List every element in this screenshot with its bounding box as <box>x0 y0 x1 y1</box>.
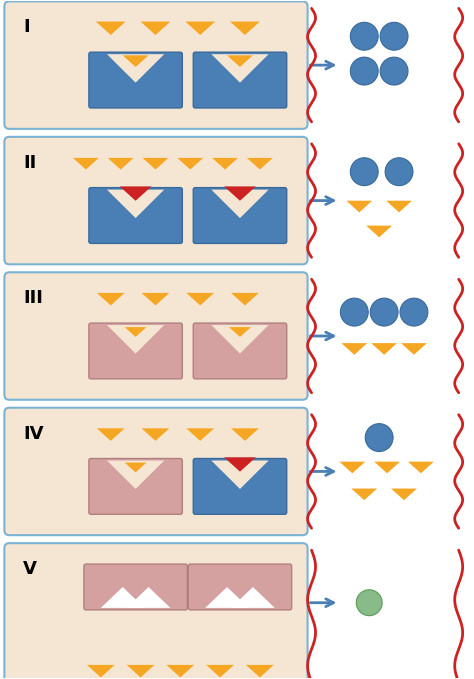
Polygon shape <box>141 22 170 35</box>
Circle shape <box>400 298 428 326</box>
Polygon shape <box>341 343 367 355</box>
FancyBboxPatch shape <box>89 458 182 514</box>
FancyBboxPatch shape <box>4 407 308 535</box>
Polygon shape <box>186 293 214 306</box>
FancyBboxPatch shape <box>4 543 308 679</box>
Polygon shape <box>97 428 125 441</box>
Polygon shape <box>231 293 259 306</box>
Polygon shape <box>120 187 152 201</box>
Polygon shape <box>229 327 251 337</box>
FancyBboxPatch shape <box>89 187 182 243</box>
Polygon shape <box>186 428 214 441</box>
Polygon shape <box>127 587 170 608</box>
Polygon shape <box>391 488 417 500</box>
Polygon shape <box>97 293 125 306</box>
Text: IV: IV <box>23 424 44 443</box>
Polygon shape <box>247 158 273 170</box>
Polygon shape <box>206 665 234 678</box>
FancyBboxPatch shape <box>193 52 287 108</box>
Polygon shape <box>125 327 146 337</box>
Polygon shape <box>231 587 275 608</box>
Polygon shape <box>211 54 269 83</box>
Polygon shape <box>401 343 427 355</box>
Polygon shape <box>142 293 169 306</box>
Polygon shape <box>142 428 169 441</box>
Polygon shape <box>371 343 397 355</box>
Circle shape <box>350 57 378 85</box>
Polygon shape <box>366 225 392 237</box>
Polygon shape <box>212 158 238 170</box>
Circle shape <box>350 158 378 185</box>
Polygon shape <box>230 22 260 35</box>
Polygon shape <box>101 587 145 608</box>
Polygon shape <box>205 587 249 608</box>
Polygon shape <box>125 462 146 473</box>
Polygon shape <box>108 158 134 170</box>
Polygon shape <box>339 462 365 473</box>
FancyBboxPatch shape <box>4 137 308 264</box>
Text: II: II <box>23 153 36 172</box>
Polygon shape <box>107 54 164 83</box>
Polygon shape <box>107 325 164 354</box>
Text: I: I <box>23 18 30 36</box>
Polygon shape <box>227 55 253 67</box>
FancyBboxPatch shape <box>193 187 287 243</box>
FancyBboxPatch shape <box>193 458 287 514</box>
Circle shape <box>370 298 398 326</box>
Circle shape <box>365 424 393 452</box>
Polygon shape <box>346 201 372 213</box>
Polygon shape <box>177 158 203 170</box>
Polygon shape <box>127 665 155 678</box>
Polygon shape <box>231 428 259 441</box>
FancyBboxPatch shape <box>188 564 292 610</box>
Polygon shape <box>211 460 269 489</box>
Polygon shape <box>224 458 256 472</box>
Circle shape <box>380 57 408 85</box>
Polygon shape <box>166 665 194 678</box>
Circle shape <box>385 158 413 185</box>
Polygon shape <box>246 665 274 678</box>
Polygon shape <box>123 55 148 67</box>
Polygon shape <box>107 189 164 218</box>
Circle shape <box>380 22 408 50</box>
Polygon shape <box>185 22 215 35</box>
Text: V: V <box>23 560 37 578</box>
Text: III: III <box>23 289 43 307</box>
Circle shape <box>340 298 368 326</box>
Polygon shape <box>73 158 99 170</box>
FancyBboxPatch shape <box>89 323 182 379</box>
Circle shape <box>356 590 382 616</box>
Polygon shape <box>107 460 164 489</box>
Polygon shape <box>224 187 256 201</box>
Polygon shape <box>211 325 269 354</box>
FancyBboxPatch shape <box>84 564 187 610</box>
Polygon shape <box>96 22 126 35</box>
Polygon shape <box>211 189 269 218</box>
FancyBboxPatch shape <box>4 272 308 400</box>
Polygon shape <box>143 158 168 170</box>
Polygon shape <box>374 462 400 473</box>
Polygon shape <box>408 462 434 473</box>
FancyBboxPatch shape <box>193 323 287 379</box>
Circle shape <box>350 22 378 50</box>
FancyBboxPatch shape <box>89 52 182 108</box>
Polygon shape <box>386 201 412 213</box>
Polygon shape <box>87 665 115 678</box>
FancyBboxPatch shape <box>4 1 308 129</box>
Polygon shape <box>351 488 377 500</box>
